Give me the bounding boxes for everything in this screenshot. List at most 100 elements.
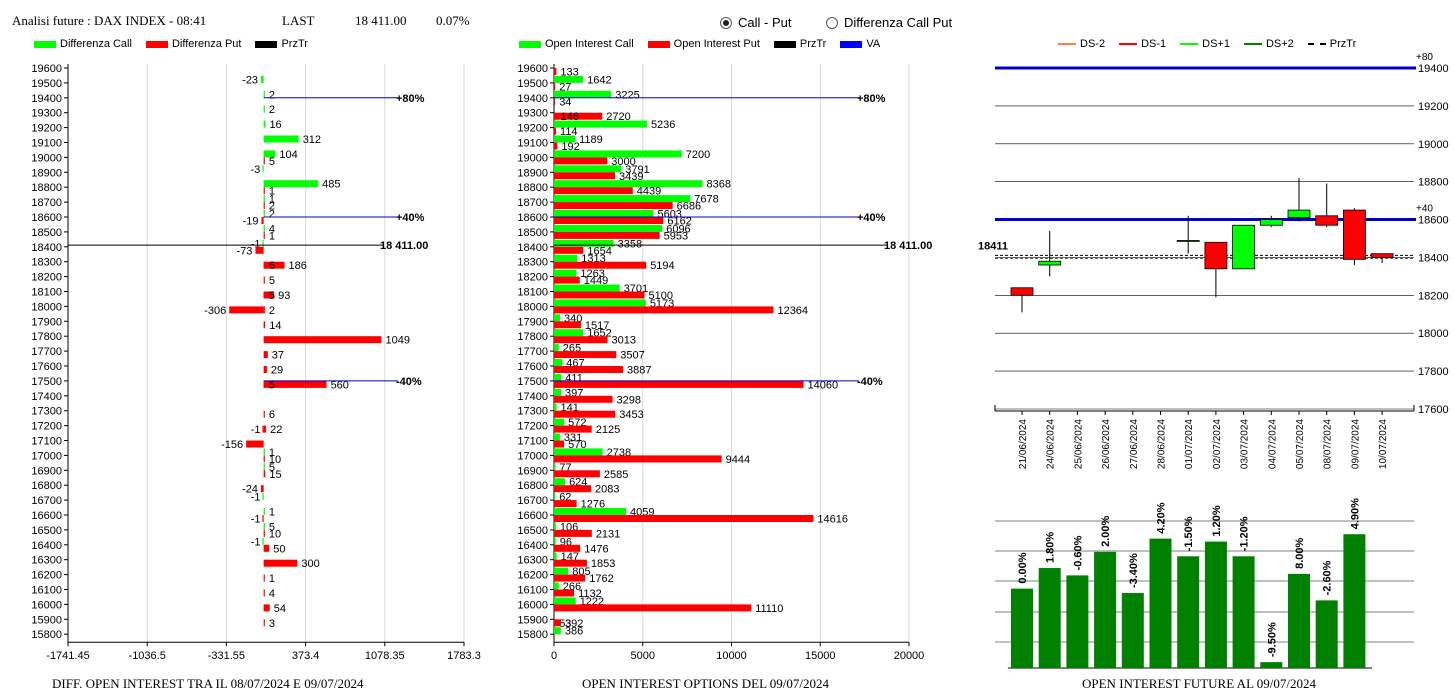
strike-label: 17900 xyxy=(31,316,62,328)
legend-swatch xyxy=(255,40,278,48)
date-label: 03/07/2024 xyxy=(1240,419,1251,469)
bar-value-label: 2 xyxy=(269,89,275,101)
oi-bar xyxy=(1094,551,1117,668)
bar xyxy=(554,440,565,448)
bar-value-label: 570 xyxy=(568,439,586,451)
strike-label: 18900 xyxy=(517,167,548,179)
radio-call-put[interactable]: Call - Put xyxy=(720,15,791,30)
bar xyxy=(262,537,264,545)
bar-value-label: 5 xyxy=(269,275,275,287)
date-label: 08/07/2024 xyxy=(1323,419,1334,469)
legend-line xyxy=(1119,43,1138,45)
legend-label: Open Interest Put xyxy=(673,38,760,50)
bar-value-label: -24 xyxy=(242,484,258,496)
strike-label: 19300 xyxy=(517,108,548,120)
bar-value-label: -1 xyxy=(251,536,261,548)
legend-line xyxy=(1180,43,1199,45)
x-tick-label: -1741.45 xyxy=(46,650,89,662)
strike-label: 18900 xyxy=(31,167,62,179)
bar-value-label: 3453 xyxy=(619,409,643,421)
oi-bar-label: 8.00% xyxy=(1294,538,1306,569)
date-label: 05/07/2024 xyxy=(1295,419,1306,469)
bar-value-label: 1 xyxy=(269,507,275,519)
bar xyxy=(554,276,580,284)
strike-label: 16900 xyxy=(517,465,548,477)
bar xyxy=(263,291,275,299)
legend-label: PrzTr xyxy=(1329,38,1357,50)
strike-label: 18600 xyxy=(517,212,548,224)
bar-value-label: 3358 xyxy=(618,238,642,250)
bar xyxy=(554,544,581,552)
strike-label: 16100 xyxy=(31,585,62,597)
last-value: 18 411.00 xyxy=(355,13,407,28)
price-line-label: 18 411.00 xyxy=(380,240,428,252)
strike-label: 16200 xyxy=(517,570,548,582)
bar-value-label: 9444 xyxy=(726,454,750,466)
legend-label: DS+1 xyxy=(1202,38,1230,50)
bar xyxy=(554,68,557,75)
bar-value-label: 1276 xyxy=(581,499,605,511)
bar xyxy=(263,619,265,627)
radio-unselected-icon[interactable] xyxy=(826,16,838,29)
header-title: Analisi future : DAX INDEX - 08:41 xyxy=(12,13,207,28)
bar xyxy=(554,217,664,224)
bar-value-label: 6096 xyxy=(666,223,690,235)
bar xyxy=(263,105,265,113)
strike-label: 17900 xyxy=(517,316,548,328)
bar-value-label: -1 xyxy=(251,492,261,504)
bar xyxy=(554,500,577,508)
bar-value-label: 93 xyxy=(278,290,290,302)
bar xyxy=(261,217,264,224)
strike-label: 16500 xyxy=(31,525,62,537)
date-label: 04/07/2024 xyxy=(1267,419,1278,469)
bar xyxy=(554,410,616,418)
bar xyxy=(554,433,560,441)
oi-bar-label: 1.80% xyxy=(1045,532,1057,563)
strike-label: 15900 xyxy=(31,614,62,626)
bar xyxy=(263,448,265,456)
strike-label: 18500 xyxy=(517,227,548,239)
bar-value-label: 6686 xyxy=(677,201,701,213)
bar xyxy=(554,478,566,486)
date-label: 27/06/2024 xyxy=(1129,419,1140,469)
bar xyxy=(263,351,268,359)
oi-bar-label: 4.20% xyxy=(1156,502,1168,533)
strike-label: 19400 xyxy=(31,93,62,105)
bar xyxy=(554,120,647,128)
bar xyxy=(554,172,616,180)
radio-differenza-call-put[interactable]: Differenza Call Put xyxy=(826,15,952,30)
bar xyxy=(263,574,265,582)
bar xyxy=(263,410,265,418)
strike-label: 18000 xyxy=(517,301,548,313)
strike-label: 19500 xyxy=(517,78,548,90)
strike-label: 16800 xyxy=(517,480,548,492)
bar-value-label: 4439 xyxy=(637,186,661,198)
bar-value-label: -306 xyxy=(204,305,226,317)
strike-label: 17400 xyxy=(517,391,548,403)
bar xyxy=(554,574,586,582)
percent-marker-label: +40% xyxy=(396,212,425,224)
footer-left: DIFF. OPEN INTEREST TRA IL 08/07/2024 E … xyxy=(52,676,364,691)
oi-bar-label: -3.40% xyxy=(1128,553,1140,588)
bar-value-label: 10 xyxy=(269,528,281,540)
legend-right: DS-2 DS-1 DS+1 DS+2 PrzTr xyxy=(1058,38,1356,50)
bar xyxy=(554,359,563,366)
strike-label: 19300 xyxy=(31,108,62,120)
legend-line xyxy=(1058,43,1076,45)
y-tick-label: 19200 xyxy=(1418,101,1449,113)
strike-label: 16000 xyxy=(517,599,548,611)
bar xyxy=(263,210,265,217)
bar xyxy=(263,135,299,143)
bar-value-label: 2 xyxy=(269,209,275,221)
bar xyxy=(554,224,663,232)
bar xyxy=(260,485,264,493)
strike-label: 16300 xyxy=(517,555,548,567)
radio-selected-icon[interactable] xyxy=(720,16,732,29)
bar xyxy=(554,537,556,545)
bar-value-label: 53 xyxy=(559,618,571,630)
bar-value-label: 14616 xyxy=(817,514,848,526)
date-label: 28/06/2024 xyxy=(1157,419,1168,469)
y-tick-label: 17800 xyxy=(1418,366,1449,378)
strike-label: 17500 xyxy=(31,376,62,388)
legend-label: Differenza Put xyxy=(171,38,242,50)
